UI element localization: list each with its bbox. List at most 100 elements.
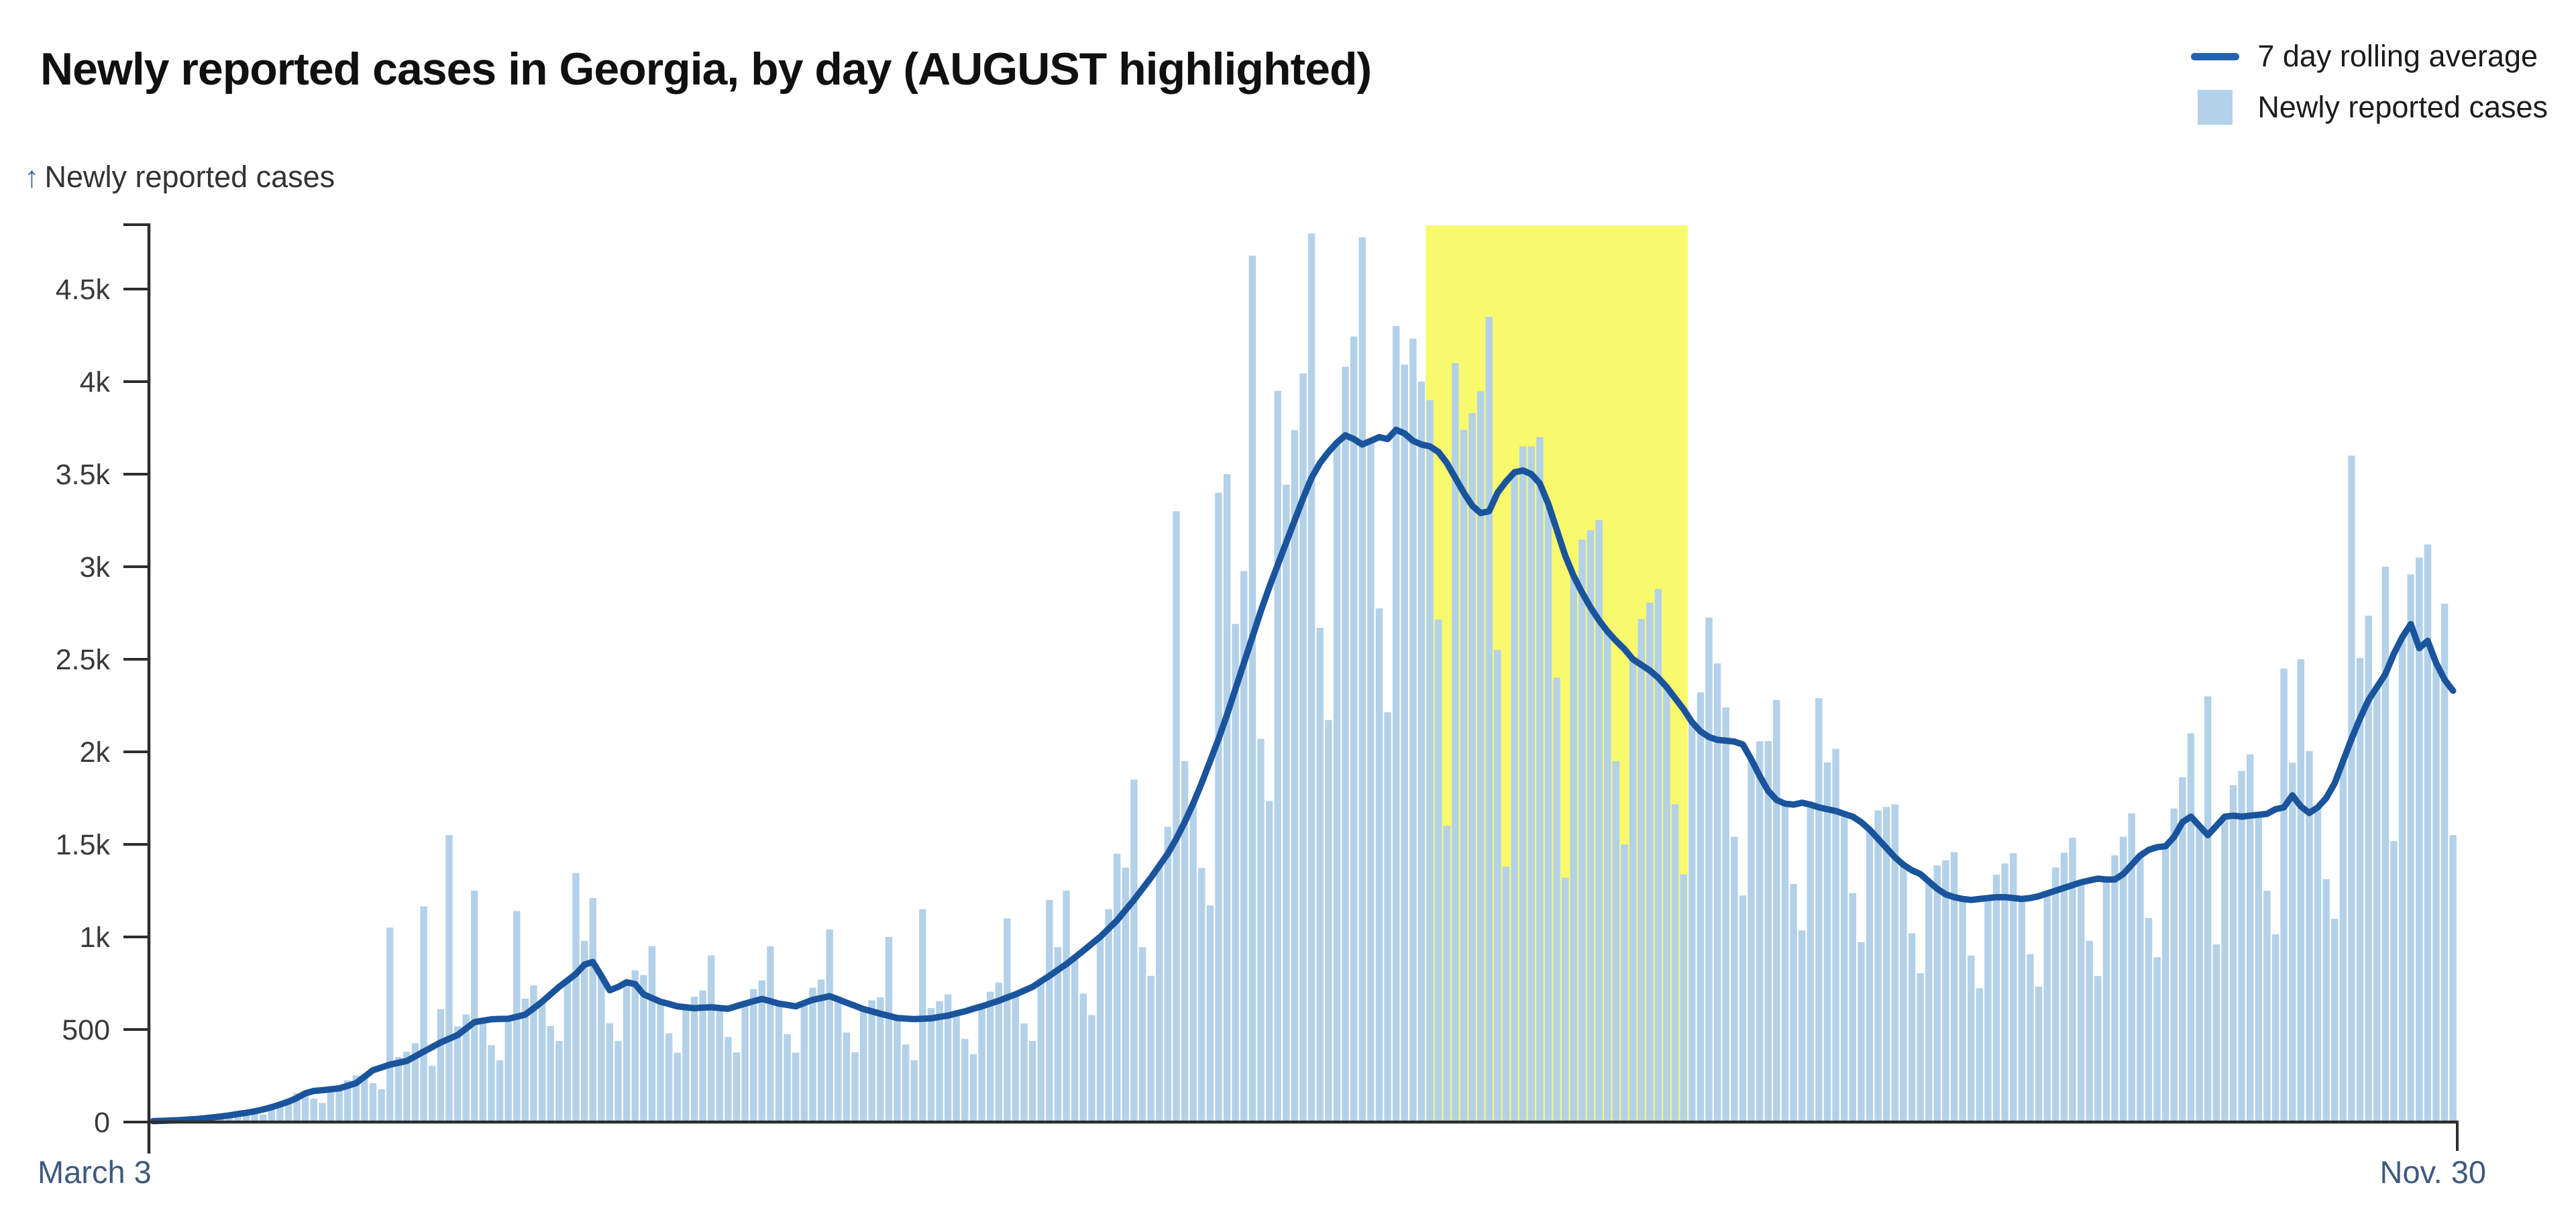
bar	[1096, 937, 1104, 1122]
bar	[1054, 947, 1062, 1122]
bar	[1434, 619, 1442, 1122]
legend-item-newly-reported: Newly reported cases	[2188, 90, 2548, 125]
bar	[690, 997, 698, 1122]
legend-swatch-cell	[2188, 52, 2243, 60]
bar	[1942, 860, 1949, 1122]
bar	[767, 946, 774, 1122]
bar	[1823, 762, 1831, 1122]
bar	[1756, 741, 1764, 1122]
bar	[1105, 909, 1112, 1122]
bar	[429, 1066, 436, 1122]
bar	[1240, 571, 1248, 1122]
bar	[547, 1026, 554, 1122]
bar	[2246, 754, 2254, 1122]
bar	[682, 1007, 690, 1122]
bar	[1071, 957, 1079, 1122]
rolling-average-line	[150, 427, 2457, 1125]
bar	[1544, 504, 1552, 1122]
bar	[1114, 853, 1121, 1122]
bar	[462, 1014, 470, 1122]
bar	[1299, 373, 1307, 1123]
bar	[1130, 779, 1138, 1122]
y-tick-label: 2.5k	[56, 644, 111, 676]
bar	[1984, 898, 1992, 1122]
bar	[733, 1052, 741, 1122]
bar	[589, 898, 596, 1122]
bar	[335, 1084, 343, 1122]
bar	[538, 1001, 546, 1122]
bar	[1316, 628, 1324, 1122]
bar	[1088, 1015, 1095, 1122]
bar	[2365, 615, 2372, 1122]
bar	[606, 1023, 614, 1122]
bar	[1900, 865, 1907, 1122]
bar	[851, 1052, 859, 1122]
bar	[1257, 738, 1265, 1122]
bar	[859, 1009, 867, 1122]
bar	[2449, 835, 2457, 1122]
bar	[1046, 899, 1053, 1122]
x-axis-label-end: Nov. 30	[2379, 1154, 2487, 1190]
up-arrow-icon: ↑	[24, 160, 40, 194]
bar	[445, 835, 453, 1122]
bar	[1705, 617, 1713, 1122]
bar	[716, 1007, 723, 1122]
bar	[2102, 879, 2110, 1122]
bar	[2263, 891, 2271, 1122]
bar	[319, 1103, 326, 1122]
bar	[2035, 986, 2043, 1122]
bar	[1697, 692, 1705, 1122]
bar	[877, 997, 884, 1122]
bar	[1350, 336, 1358, 1122]
bar	[453, 1026, 462, 1122]
bar	[623, 982, 631, 1122]
bar	[1739, 895, 1747, 1122]
bar	[344, 1080, 352, 1122]
bar	[504, 1018, 512, 1122]
bar	[1384, 712, 1391, 1122]
bar	[2432, 663, 2440, 1122]
bar	[2297, 659, 2305, 1122]
bar	[1807, 804, 1814, 1122]
bar	[2280, 668, 2288, 1122]
bar	[2440, 604, 2449, 1122]
bar	[1367, 441, 1375, 1122]
bar	[1680, 874, 1687, 1122]
bar	[1976, 988, 1984, 1122]
bar	[488, 1045, 495, 1122]
legend-swatch-cell	[2188, 90, 2243, 125]
bar	[2179, 777, 2186, 1122]
bar	[1443, 826, 1450, 1122]
bar	[2322, 879, 2330, 1122]
bar	[2314, 807, 2322, 1122]
bar	[1604, 631, 1611, 1122]
bar	[1248, 256, 1256, 1122]
bar	[1460, 429, 1468, 1122]
bar	[479, 1020, 487, 1122]
bar	[631, 970, 639, 1122]
bar	[1840, 814, 1848, 1122]
bar	[1037, 981, 1044, 1122]
bar	[902, 1044, 910, 1122]
bar	[1477, 391, 1485, 1122]
bar	[1663, 687, 1670, 1122]
bar	[1206, 905, 1214, 1122]
bar	[1189, 803, 1197, 1122]
bar	[310, 1099, 317, 1122]
bar	[564, 980, 572, 1122]
bar	[1612, 761, 1620, 1122]
bar	[2153, 957, 2161, 1122]
bar	[1562, 877, 1569, 1122]
bar	[2416, 557, 2423, 1122]
bar	[927, 1007, 935, 1122]
legend-label-newly-reported: Newly reported cases	[2257, 90, 2548, 124]
bar	[598, 975, 605, 1122]
bar	[251, 1113, 258, 1122]
bar	[614, 1041, 622, 1122]
y-tick-label: 1.5k	[56, 829, 111, 861]
y-tick-label: 2k	[80, 736, 111, 769]
bar	[521, 998, 529, 1122]
bar	[403, 1052, 411, 1122]
bar	[369, 1083, 377, 1122]
